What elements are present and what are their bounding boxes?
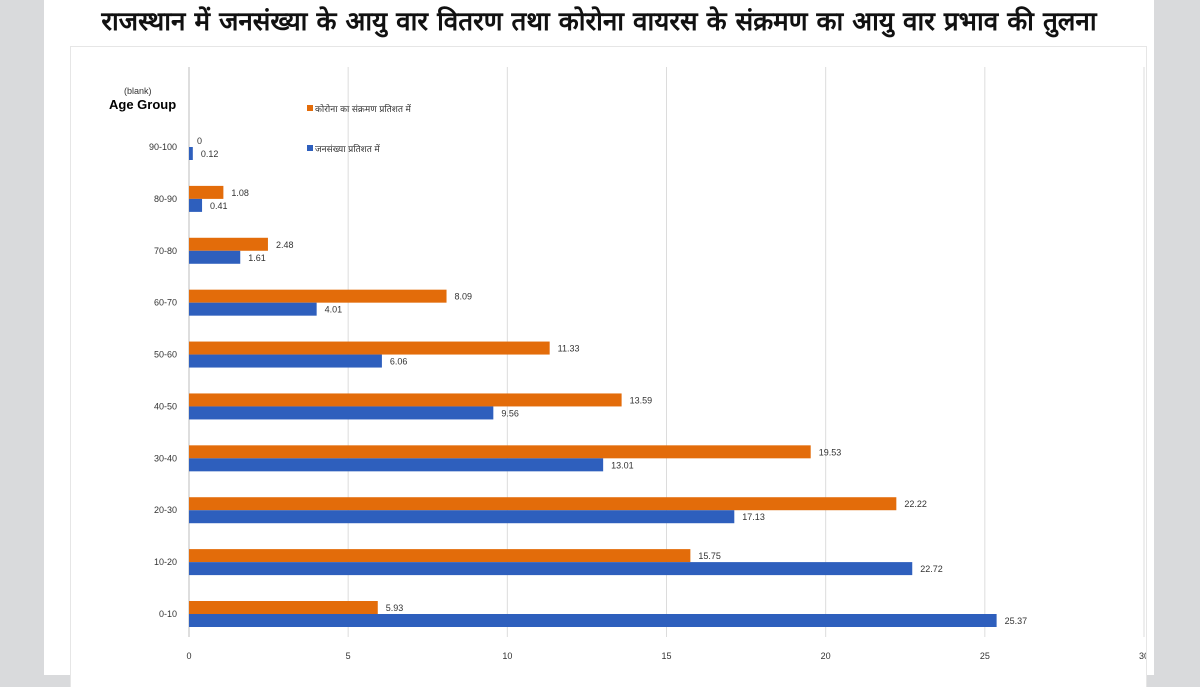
x-axis-ticks: 0 5 10 15 20 25 30 (186, 651, 1146, 661)
x-tick-label: 15 (661, 651, 671, 661)
bar-corona (189, 393, 622, 407)
x-tick-label: 10 (502, 651, 512, 661)
data-label-corona: 8.09 (455, 292, 473, 302)
data-label-corona: 11.33 (558, 344, 580, 354)
category-label: 90-100 (149, 142, 177, 152)
bars: 5.93 25.37 15.75 22.72 22.22 17.13 19.53 13.01 1… (189, 136, 1027, 627)
category-label: 10-20 (154, 557, 177, 567)
bar-population (189, 562, 913, 576)
bar-corona (189, 341, 550, 355)
category-label: 70-80 (154, 246, 177, 256)
bar-corona (189, 237, 268, 251)
data-label-corona: 19.53 (819, 447, 842, 457)
data-label-population: 22.72 (920, 564, 943, 574)
x-tick-label: 5 (346, 651, 351, 661)
data-label-corona: 0 (197, 136, 202, 146)
data-label-population: 1.61 (248, 253, 266, 263)
data-label-corona: 13.59 (630, 395, 653, 405)
data-label-corona: 5.93 (386, 603, 404, 613)
data-label-corona: 2.48 (276, 240, 294, 250)
data-label-population: 25.37 (1005, 616, 1028, 626)
category-label: 30-40 (154, 453, 177, 463)
data-label-population: 0.12 (201, 149, 219, 159)
x-tick-label: 0 (186, 651, 191, 661)
legend: कोरोना का संक्रमण प्रतिशत में जनसंख्या प… (307, 103, 412, 154)
x-tick-label: 20 (821, 651, 831, 661)
chart-panel: (blank) Age Group कोरोना का संक्रमण प्रत… (70, 46, 1147, 687)
page: राजस्थान में जनसंख्या के आयु वार वितरण त… (44, 0, 1154, 687)
x-tick-label: 30 (1139, 651, 1146, 661)
bar-population (189, 147, 193, 160)
data-label-corona: 22.22 (904, 499, 927, 509)
legend-label-corona: कोरोना का संक्रमण प्रतिशत में (315, 103, 412, 114)
bar-population (189, 198, 203, 212)
category-label: 20-30 (154, 505, 177, 515)
bar-corona (189, 289, 447, 303)
category-label: 50-60 (154, 350, 177, 360)
data-label-population: 9.56 (501, 408, 519, 418)
legend-swatch-population (307, 145, 313, 151)
bar-chart: (blank) Age Group कोरोना का संक्रमण प्रत… (109, 67, 1146, 661)
data-label-corona: 1.08 (231, 188, 249, 198)
legend-label-population: जनसंख्या प्रतिशत में (315, 143, 380, 154)
category-label: 40-50 (154, 401, 177, 411)
x-tick-label: 25 (980, 651, 990, 661)
bar-population (189, 510, 735, 524)
data-label-population: 6.06 (390, 357, 408, 367)
bar-corona (189, 601, 378, 614)
bar-population (189, 406, 494, 420)
bar-population (189, 250, 241, 264)
data-label-corona: 15.75 (698, 551, 721, 561)
category-label: 0-10 (159, 609, 177, 619)
chart-title: राजस्थान में जनसंख्या के आयु वार वितरण त… (101, 7, 1097, 37)
bar-corona (189, 185, 224, 199)
category-label: 60-70 (154, 298, 177, 308)
legend-swatch-corona (307, 105, 313, 111)
bar-corona (189, 549, 691, 563)
category-label: 80-90 (154, 194, 177, 204)
category-axis-title: Age Group (109, 97, 176, 112)
bar-population (189, 614, 997, 627)
filter-label: (blank) (124, 86, 152, 96)
bar-corona (189, 497, 897, 511)
data-label-population: 0.41 (210, 201, 228, 211)
bar-corona (189, 445, 811, 459)
data-label-population: 13.01 (611, 460, 634, 470)
category-labels: 0-10 10-20 20-30 30-40 40-50 50-60 60-70 70-80 8… (149, 142, 177, 619)
bar-population (189, 458, 604, 472)
data-label-population: 17.13 (742, 512, 765, 522)
data-label-population: 4.01 (325, 305, 343, 315)
bar-population (189, 354, 382, 368)
bar-population (189, 302, 317, 316)
